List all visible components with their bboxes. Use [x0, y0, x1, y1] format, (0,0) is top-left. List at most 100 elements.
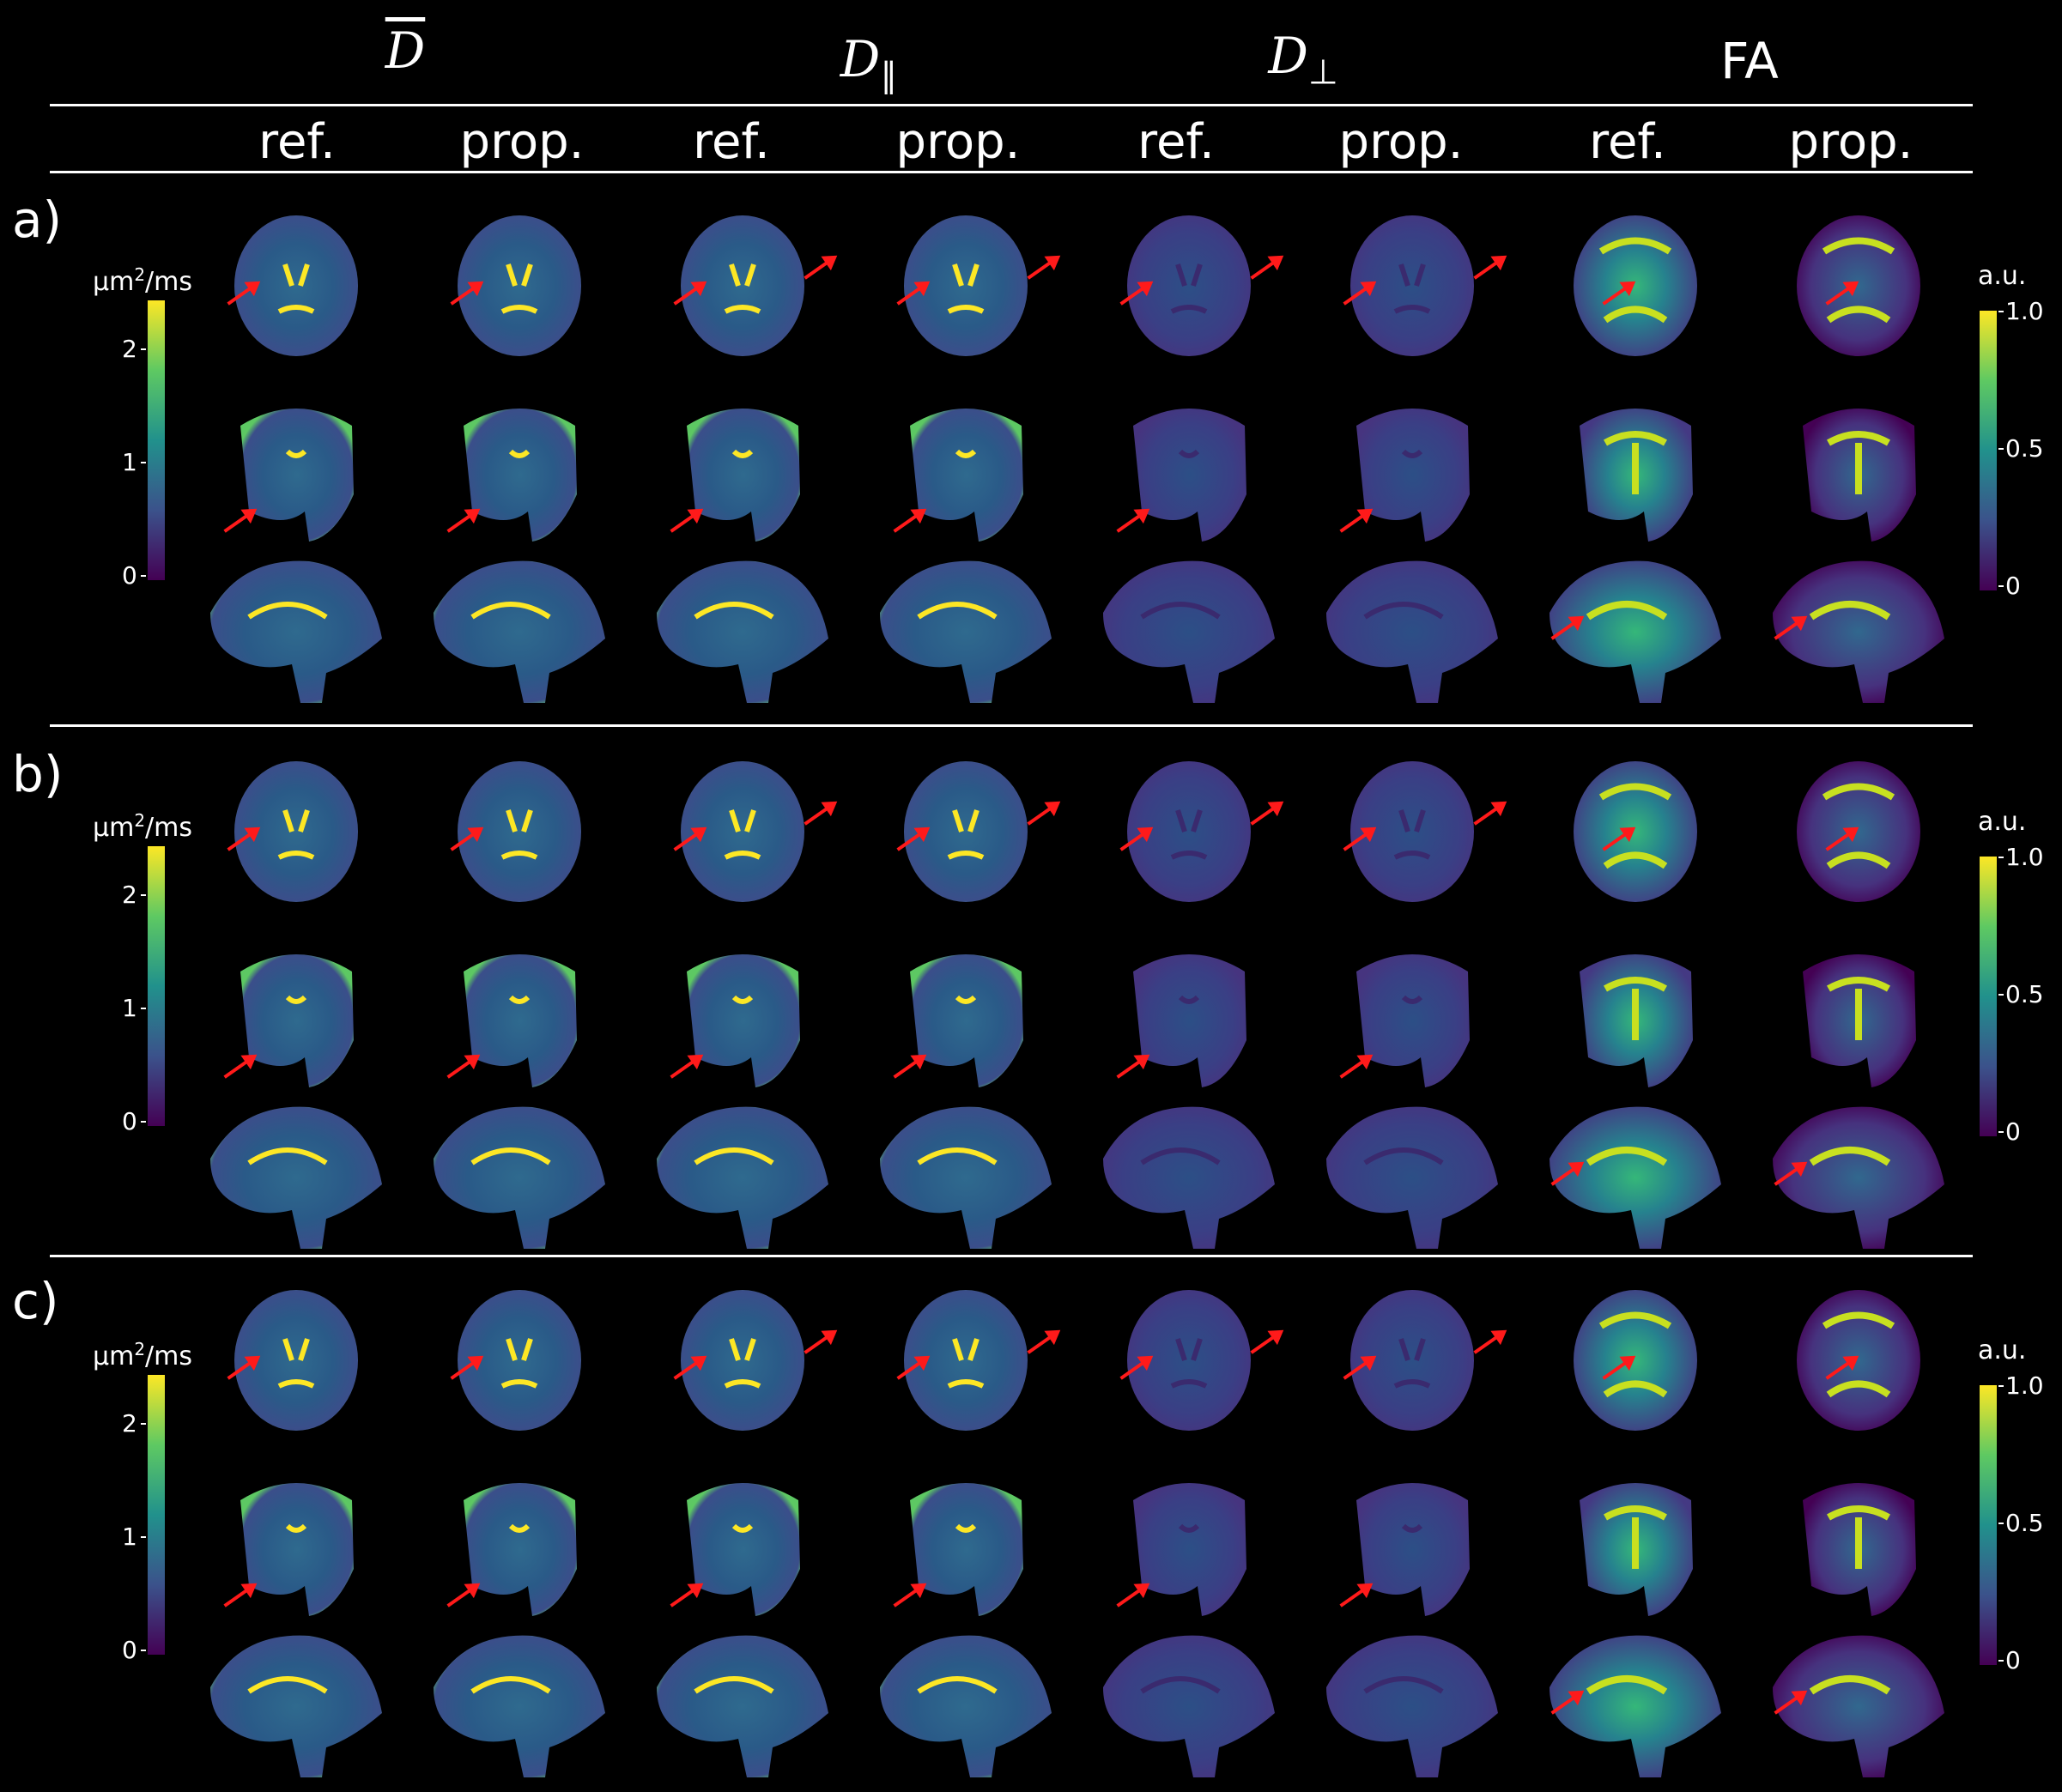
brain-sag-slice	[1550, 1635, 1721, 1777]
brain-tissue	[657, 1635, 828, 1777]
bright-structure	[947, 263, 985, 314]
bright-structure	[1393, 1338, 1431, 1389]
bright-structure	[1822, 237, 1895, 324]
bright-structure	[1604, 1505, 1667, 1569]
tick-mark	[1998, 857, 2004, 858]
brain-cor-slice	[240, 409, 354, 542]
bright-structure	[694, 1676, 774, 1694]
bright-structure	[731, 1523, 754, 1533]
brain-cor-slice	[464, 1483, 577, 1616]
brain-tissue	[1127, 761, 1251, 902]
fa-colorbar-tick: 0	[2005, 1117, 2021, 1146]
red-arrow	[1473, 802, 1506, 826]
brain-cor-slice	[910, 1483, 1023, 1616]
bright-structure	[1170, 1338, 1208, 1389]
red-arrow	[1027, 1330, 1059, 1354]
tick-mark	[1998, 1131, 2004, 1133]
d-perp-subscript: ⊥	[1307, 52, 1338, 93]
bright-structure	[1363, 1676, 1444, 1694]
bright-structure	[1140, 1676, 1221, 1694]
bright-structure	[955, 1523, 977, 1533]
brain-tissue	[1356, 409, 1470, 542]
brain-ax-slice	[904, 215, 1028, 356]
diffusivity-colorbar-tick: 0	[122, 1107, 137, 1135]
brain-sag-slice	[434, 1106, 605, 1249]
brain-cor-slice	[687, 409, 800, 542]
fa-colorbar	[1980, 1385, 1997, 1665]
red-arrow	[1027, 256, 1059, 280]
unit-tail: /ms	[145, 267, 193, 297]
brain-tissue	[240, 954, 354, 1087]
red-arrow	[1473, 1330, 1506, 1354]
brain-ax-slice	[234, 215, 358, 356]
brain-tissue	[657, 1106, 828, 1249]
brain-cor-slice	[910, 409, 1023, 542]
panel-label-a: a)	[12, 191, 63, 249]
brain-tissue	[464, 409, 577, 542]
brain-cor-slice	[687, 954, 800, 1087]
diffusivity-colorbar	[148, 846, 165, 1126]
bright-structure	[1586, 1147, 1668, 1166]
brain-ax-slice	[681, 215, 804, 356]
brain-sag-slice	[1773, 1106, 1944, 1249]
bright-structure	[947, 1338, 985, 1389]
fa-colorbar-tick: 0.5	[2005, 980, 2044, 1008]
brain-tissue	[1550, 1635, 1721, 1777]
brain-ax-slice	[458, 761, 581, 902]
brain-tissue	[210, 1106, 382, 1249]
brain-sag-slice	[210, 560, 382, 703]
brain-ax-slice	[904, 1290, 1028, 1431]
fa-colorbar-tick: 0.5	[2005, 1509, 2044, 1537]
bright-structure	[1604, 431, 1667, 494]
d-perp-symbol: D	[1268, 27, 1308, 85]
red-arrow	[1473, 256, 1506, 280]
bright-structure	[247, 1676, 328, 1694]
brain-sag-slice	[1773, 560, 1944, 703]
brain-tissue	[681, 1290, 804, 1431]
bright-structure	[724, 1338, 761, 1389]
bright-structure	[955, 449, 977, 458]
subheader-8: prop.	[1788, 114, 1913, 170]
brain-cor-slice	[1803, 409, 1916, 542]
brain-tissue	[464, 1483, 577, 1616]
bright-structure	[724, 809, 761, 860]
brain-cor-slice	[1356, 409, 1470, 542]
bright-structure	[470, 1147, 551, 1165]
red-arrow	[1027, 802, 1059, 826]
tick-mark	[1998, 1660, 2004, 1662]
brain-tissue	[1103, 560, 1275, 703]
bright-structure	[1598, 237, 1672, 324]
brain-tissue	[1133, 954, 1246, 1087]
brain-tissue	[210, 1635, 382, 1777]
brain-cor-slice	[240, 954, 354, 1087]
brain-cor-slice	[1803, 1483, 1916, 1616]
brain-tissue	[1133, 1483, 1246, 1616]
bright-structure	[917, 1147, 998, 1165]
mean-d-symbol: D	[385, 21, 426, 80]
diffusivity-colorbar-tick: 0	[122, 1636, 137, 1664]
fa-colorbar-tick: 0	[2005, 1646, 2021, 1674]
brain-tissue	[1350, 1290, 1474, 1431]
subheader-1: ref.	[258, 114, 336, 170]
brain-cor-slice	[1803, 954, 1916, 1087]
fa-colorbar-unit: a.u.	[1978, 1335, 2027, 1365]
bright-structure	[731, 995, 754, 1004]
brain-sag-slice	[880, 1635, 1052, 1777]
bright-structure	[508, 449, 531, 458]
brain-tissue	[434, 560, 605, 703]
brain-tissue	[1103, 1635, 1275, 1777]
bright-structure	[470, 1676, 551, 1694]
brain-tissue	[904, 215, 1028, 356]
brain-ax-slice	[1127, 761, 1251, 902]
red-arrow	[804, 1330, 836, 1354]
diffusivity-colorbar-unit: μm2/ms	[93, 264, 192, 297]
brain-sag-slice	[1326, 1106, 1498, 1249]
tick-mark	[141, 462, 146, 463]
fa-colorbar-tick: 1.0	[2005, 297, 2044, 325]
brain-ax-slice	[234, 1290, 358, 1431]
brain-sag-slice	[210, 1635, 382, 1777]
brain-cor-slice	[1356, 954, 1470, 1087]
brain-tissue	[1773, 1635, 1944, 1777]
bright-structure	[1809, 601, 1891, 621]
brain-tissue	[434, 1635, 605, 1777]
